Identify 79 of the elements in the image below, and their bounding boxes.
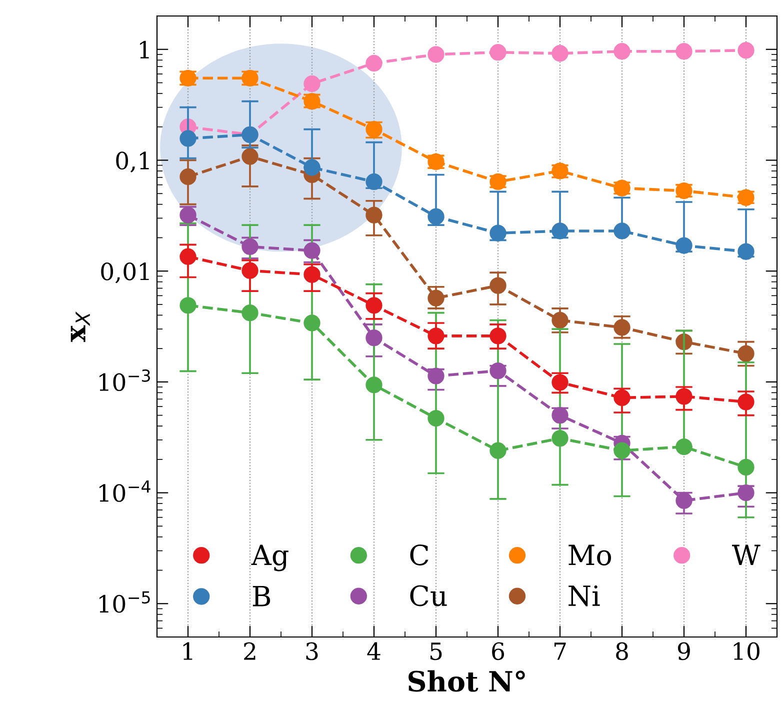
legend-label: Ni <box>568 585 600 606</box>
point <box>614 222 630 240</box>
x-tick-label: 8 <box>616 642 628 660</box>
point <box>428 328 444 344</box>
point <box>676 438 692 456</box>
point <box>552 45 568 62</box>
x-tick-label: 1 <box>183 642 192 660</box>
point <box>738 458 754 476</box>
point <box>366 54 382 72</box>
point <box>614 442 630 459</box>
point <box>428 410 444 427</box>
x-tick-label: 10 <box>734 642 760 660</box>
x-tick-label: 6 <box>492 642 504 660</box>
point <box>738 243 754 260</box>
point <box>552 430 568 447</box>
x-tick-label: 5 <box>430 642 442 660</box>
point <box>676 388 692 405</box>
legend-label: Ag <box>251 544 288 572</box>
point <box>304 159 320 176</box>
y-tick-label: 0,1 <box>116 152 149 172</box>
point <box>366 376 382 394</box>
y-tick-label: 10$^{−3}$ <box>100 369 150 392</box>
point <box>552 406 568 424</box>
point <box>738 394 754 410</box>
point <box>676 237 692 254</box>
y-tick-label: 0,01 <box>101 262 149 284</box>
point <box>242 148 258 165</box>
point <box>428 46 444 63</box>
point <box>738 42 754 59</box>
point <box>490 44 506 61</box>
point <box>304 242 320 259</box>
legend-label: C <box>410 544 428 566</box>
point <box>490 277 506 294</box>
point <box>304 75 320 92</box>
point <box>242 304 258 322</box>
point <box>490 224 506 242</box>
point <box>676 492 692 509</box>
point <box>180 168 196 186</box>
legend-label: Mo <box>568 544 612 566</box>
y-axis-title: x$_{X}$ <box>70 312 90 342</box>
x-tick-label: 9 <box>678 642 690 660</box>
point <box>552 374 568 391</box>
point <box>242 238 258 256</box>
y-tick-label: 10$^{−5}$ <box>100 591 150 613</box>
point <box>614 43 630 60</box>
point <box>490 442 506 459</box>
point <box>366 206 382 224</box>
point <box>180 206 196 224</box>
point <box>366 173 382 190</box>
x-tick-label: 4 <box>367 642 380 660</box>
point <box>428 290 444 306</box>
point <box>490 328 506 344</box>
y-tick-label: 10$^{−4}$ <box>100 480 150 502</box>
point <box>366 329 382 346</box>
legend-label: Cu <box>410 585 447 606</box>
point <box>180 297 196 314</box>
point <box>366 297 382 314</box>
point <box>614 389 630 406</box>
y-tick-label: 1 <box>140 40 149 58</box>
point <box>180 248 196 265</box>
point <box>738 345 754 362</box>
point <box>180 130 196 147</box>
legend-label: B <box>252 586 270 606</box>
x-tick-label: 7 <box>554 642 566 660</box>
point <box>428 208 444 225</box>
point <box>552 312 568 329</box>
point <box>552 222 568 240</box>
x-tick-label: 2 <box>244 642 256 660</box>
point <box>614 319 630 336</box>
point <box>304 266 320 283</box>
x-axis-title: Shot N° <box>408 670 525 692</box>
point <box>304 314 320 332</box>
point <box>428 368 444 384</box>
x-tick-label: 3 <box>306 642 318 660</box>
point <box>738 484 754 502</box>
point <box>242 262 258 279</box>
point <box>490 362 506 380</box>
legend-label: W <box>732 544 760 566</box>
point <box>676 43 692 60</box>
